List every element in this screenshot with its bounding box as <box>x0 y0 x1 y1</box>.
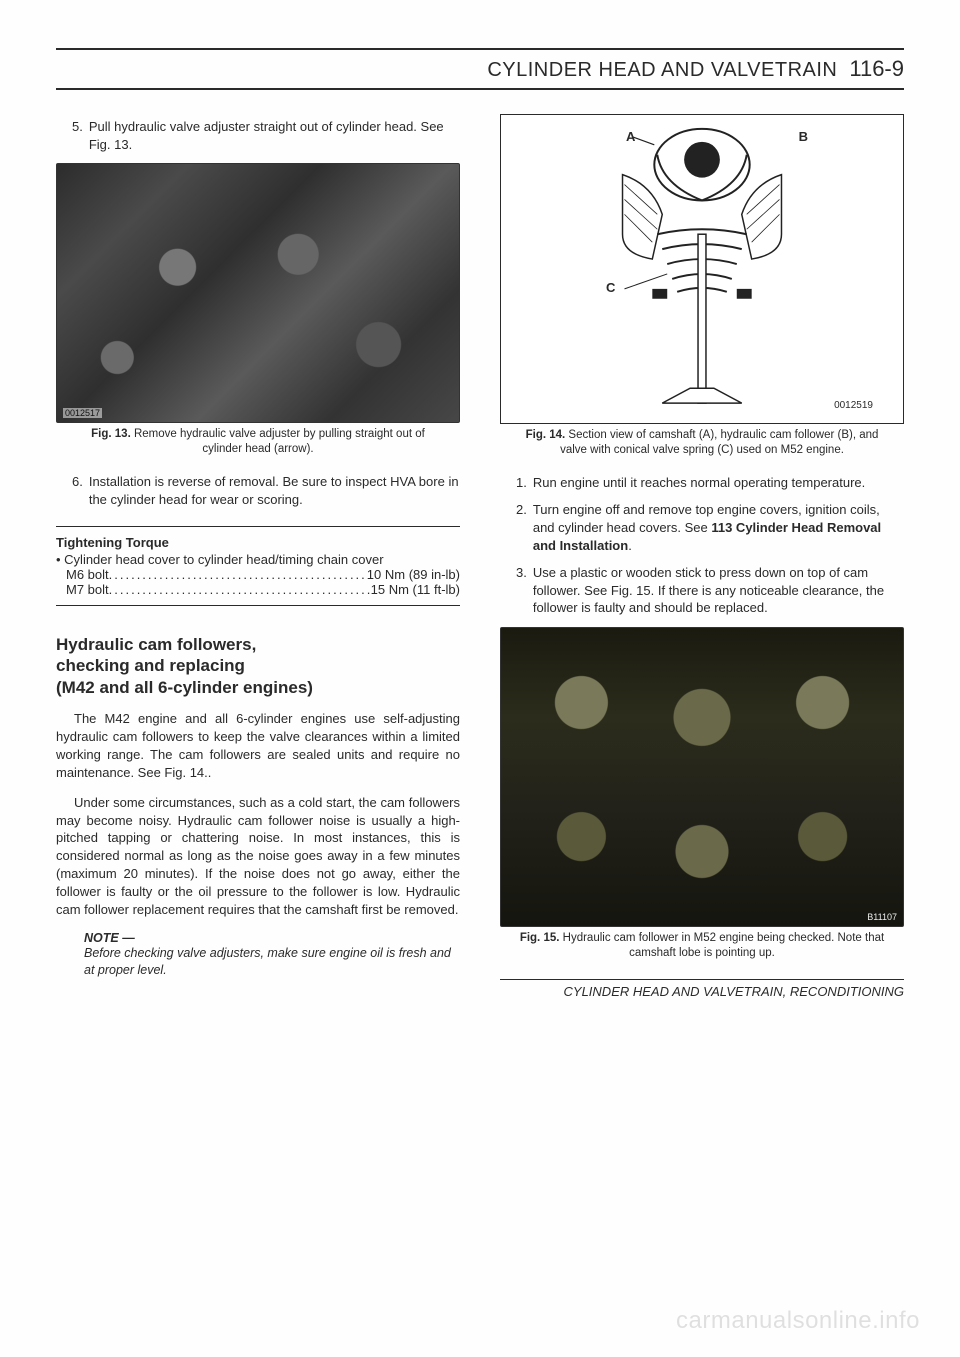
figure-14-caption-lead: Fig. 14. <box>526 429 566 441</box>
figure-15-caption: Fig. 15. Hydraulic cam follower in M52 e… <box>500 927 904 961</box>
step-1-text: Run engine until it reaches normal opera… <box>533 474 865 492</box>
watermark: carmanualsonline.info <box>676 1307 920 1335</box>
diagram-label-c: C <box>606 280 615 295</box>
note-heading: NOTE — <box>84 931 460 945</box>
section-footer: CYLINDER HEAD AND VALVETRAIN, RECONDITIO… <box>500 979 904 999</box>
figure-15-id: B11107 <box>867 912 897 922</box>
tightening-torque-block: Tightening Torque • Cylinder head cover … <box>56 526 460 606</box>
step-2-text: Turn engine off and remove top engine co… <box>533 501 904 554</box>
body-paragraph-2: Under some circumstances, such as a cold… <box>56 794 460 920</box>
step-6-number: 6. <box>72 473 83 508</box>
two-column-layout: 5. Pull hydraulic valve adjuster straigh… <box>56 114 904 999</box>
torque-dots-2 <box>109 582 371 597</box>
step-5-number: 5. <box>72 118 83 153</box>
step-6-text: Installation is reverse of removal. Be s… <box>89 473 460 508</box>
torque-m6-value: 10 Nm (89 in-lb) <box>367 567 460 582</box>
figure-14-id: 0012519 <box>834 400 873 411</box>
torque-dots-1 <box>109 567 367 582</box>
torque-line-m7: M7 bolt 15 Nm (11 ft-lb) <box>56 582 460 597</box>
section-heading: Hydraulic cam followers, checking and re… <box>56 634 460 698</box>
section-heading-line3: (M42 and all 6-cylinder engines) <box>56 678 313 697</box>
header-title: CYLINDER HEAD AND VALVETRAIN <box>487 59 837 82</box>
figure-15-photo: B11107 <box>500 627 904 927</box>
diagram-label-a: A <box>626 129 635 144</box>
step-3-text: Use a plastic or wooden stick to press d… <box>533 564 904 617</box>
torque-m6-label: M6 bolt <box>56 567 109 582</box>
header-page-number: 116-9 <box>849 56 904 82</box>
step-1-number: 1. <box>516 474 527 492</box>
header-top-rule <box>56 48 904 50</box>
page-header: CYLINDER HEAD AND VALVETRAIN 116-9 <box>56 56 904 90</box>
step-3-number: 3. <box>516 564 527 617</box>
torque-m7-label: M7 bolt <box>56 582 109 597</box>
right-column: A B C 0012519 Fig. 14. Section view of c… <box>500 114 904 999</box>
step-6: 6. Installation is reverse of removal. B… <box>72 473 460 508</box>
step-3: 3. Use a plastic or wooden stick to pres… <box>516 564 904 617</box>
figure-13-caption-lead: Fig. 13. <box>91 428 131 440</box>
step-2-number: 2. <box>516 501 527 554</box>
figure-13-caption-text: Remove hydraulic valve adjuster by pulli… <box>134 428 425 455</box>
figure-13-id: 0012517 <box>63 408 102 418</box>
left-column: 5. Pull hydraulic valve adjuster straigh… <box>56 114 460 999</box>
diagram-svg <box>501 115 903 423</box>
figure-14-diagram: A B C 0012519 <box>500 114 904 424</box>
step-5-text: Pull hydraulic valve adjuster straight o… <box>89 118 460 153</box>
torque-desc: • Cylinder head cover to cylinder head/t… <box>56 552 460 567</box>
step-1: 1. Run engine until it reaches normal op… <box>516 474 904 492</box>
figure-14-caption-text: Section view of camshaft (A), hydraulic … <box>560 429 878 456</box>
torque-title: Tightening Torque <box>56 535 460 550</box>
body-paragraph-1: The M42 engine and all 6-cylinder engine… <box>56 710 460 782</box>
step-5: 5. Pull hydraulic valve adjuster straigh… <box>72 118 460 153</box>
figure-15-caption-lead: Fig. 15. <box>520 932 560 944</box>
figure-14-caption: Fig. 14. Section view of camshaft (A), h… <box>500 424 904 458</box>
page: CYLINDER HEAD AND VALVETRAIN 116-9 5. Pu… <box>0 0 960 1357</box>
torque-m7-value: 15 Nm (11 ft-lb) <box>371 582 460 597</box>
note-block: NOTE — Before checking valve adjusters, … <box>84 931 460 979</box>
figure-13-caption: Fig. 13. Remove hydraulic valve adjuster… <box>56 423 460 457</box>
section-heading-line1: Hydraulic cam followers, <box>56 635 256 654</box>
section-heading-line2: checking and replacing <box>56 656 245 675</box>
torque-line-m6: M6 bolt 10 Nm (89 in-lb) <box>56 567 460 582</box>
figure-13-photo: 0012517 <box>56 163 460 423</box>
step-2: 2. Turn engine off and remove top engine… <box>516 501 904 554</box>
diagram-label-b: B <box>799 129 808 144</box>
figure-15-caption-text: Hydraulic cam follower in M52 engine bei… <box>563 932 885 959</box>
note-body: Before checking valve adjusters, make su… <box>84 945 460 979</box>
